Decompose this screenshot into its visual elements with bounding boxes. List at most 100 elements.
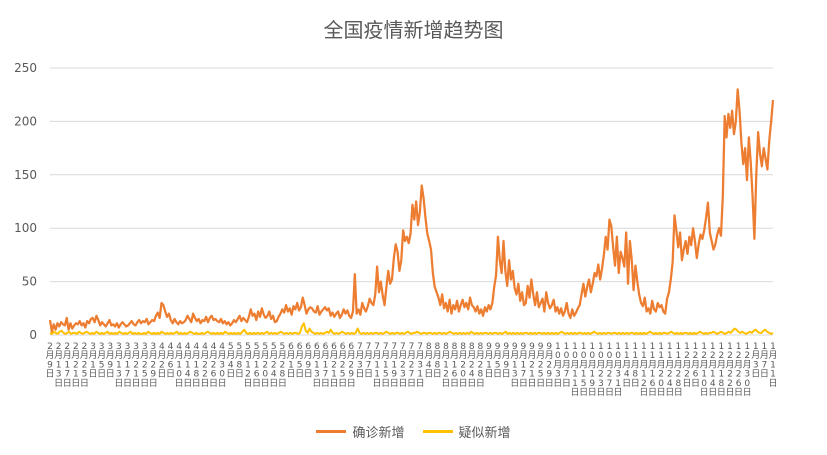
series-line-suspected [49,322,774,335]
y-tick-label: 200 [14,114,37,128]
y-tick-label: 150 [14,168,37,182]
legend: 确诊新增 疑似新增 [0,422,827,441]
y-tick-label: 50 [22,275,37,289]
legend-item-suspected[interactable]: 疑似新增 [422,422,511,441]
legend-item-confirmed[interactable]: 确诊新增 [316,422,405,441]
legend-label-suspected: 疑似新增 [458,426,511,441]
x-axis: 2 月 9 日2 月 1 3 日2 月 1 7 日2 月 2 1 日2 月 2 5 日3 月 1 日3 月 5 日3 月 9 日3 月 1 3… [45,342,777,398]
legend-swatch-suspected [422,430,453,433]
series-lines [48,88,775,335]
legend-label-confirmed: 确诊新增 [352,426,405,441]
y-tick-label: 100 [14,221,37,235]
y-tick-label: 250 [14,61,37,75]
chart-title: 全国疫情新增趋势图 [323,18,504,42]
line-chart: 0 50 100 150 200 250 2 月 9 日2 月 1 3 日2 月 1 7 日2 月 2 1 日2 月 2 5 日… [14,61,777,398]
y-tick-label: 0 [29,328,37,342]
y-axis: 0 50 100 150 200 250 [14,61,37,342]
